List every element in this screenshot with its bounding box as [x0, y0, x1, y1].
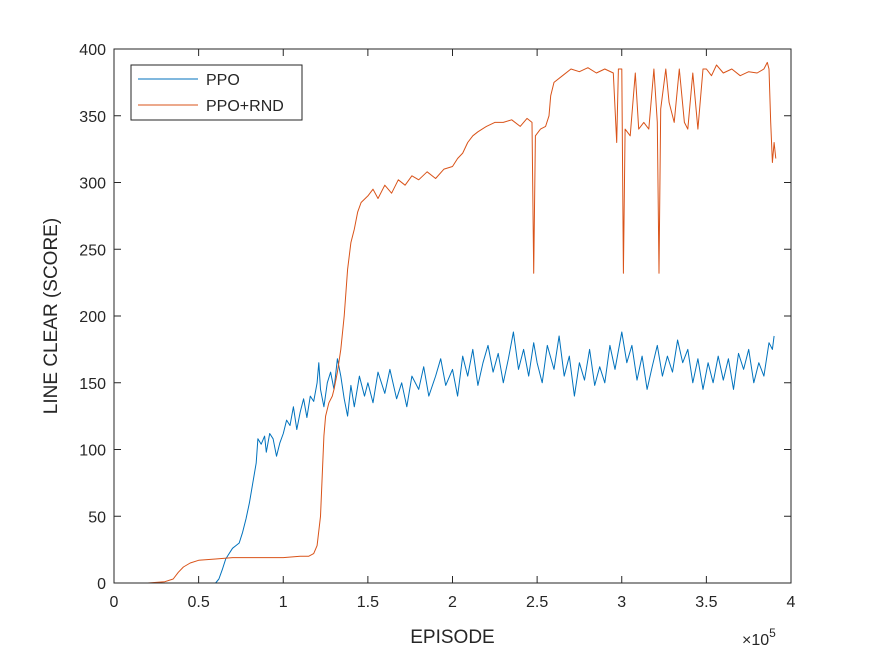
series-layer: [127, 61, 777, 584]
x-tick-label: 2: [448, 594, 457, 611]
x-tick-label: 4: [787, 594, 796, 611]
y-axis-label: LINE CLEAR (SCORE): [41, 218, 62, 414]
x-axis-exponent: ×105: [742, 626, 776, 649]
y-axis-ticks: 0 50 100 150 200 250 300 350 400: [79, 42, 791, 593]
x-axis-exponent-power: 5: [769, 626, 776, 640]
x-axis-ticks: 0 0.5 1 1.5 2 2.5 3 3.5 4: [110, 49, 796, 611]
legend-box: [130, 64, 303, 121]
legend: PPO PPO+RND: [130, 64, 303, 121]
x-tick-label: 3: [617, 594, 626, 611]
y-tick-label: 400: [79, 42, 106, 59]
y-tick-label: 350: [79, 109, 106, 126]
x-tick-label: 1.5: [357, 594, 379, 611]
x-tick-label: 0.5: [188, 594, 210, 611]
x-tick-label: 0: [110, 594, 119, 611]
y-tick-label: 150: [79, 376, 106, 393]
y-tick-label: 200: [79, 309, 106, 326]
series-line-ppo-rnd: [127, 61, 777, 584]
legend-label-ppo-rnd: PPO+RND: [206, 98, 284, 115]
x-axis-label: EPISODE: [410, 627, 494, 648]
legend-label-ppo: PPO: [206, 72, 240, 89]
y-tick-label: 0: [97, 576, 106, 593]
x-tick-label: 2.5: [526, 594, 548, 611]
y-tick-label: 250: [79, 242, 106, 259]
y-tick-label: 300: [79, 176, 106, 193]
x-tick-label: 1: [279, 594, 288, 611]
series-line-ppo: [127, 331, 775, 584]
x-tick-label: 3.5: [695, 594, 717, 611]
plot-area: [114, 49, 791, 583]
y-tick-label: 50: [88, 509, 106, 526]
x-axis-exponent-base: ×10: [742, 632, 769, 649]
y-tick-label: 100: [79, 443, 106, 460]
